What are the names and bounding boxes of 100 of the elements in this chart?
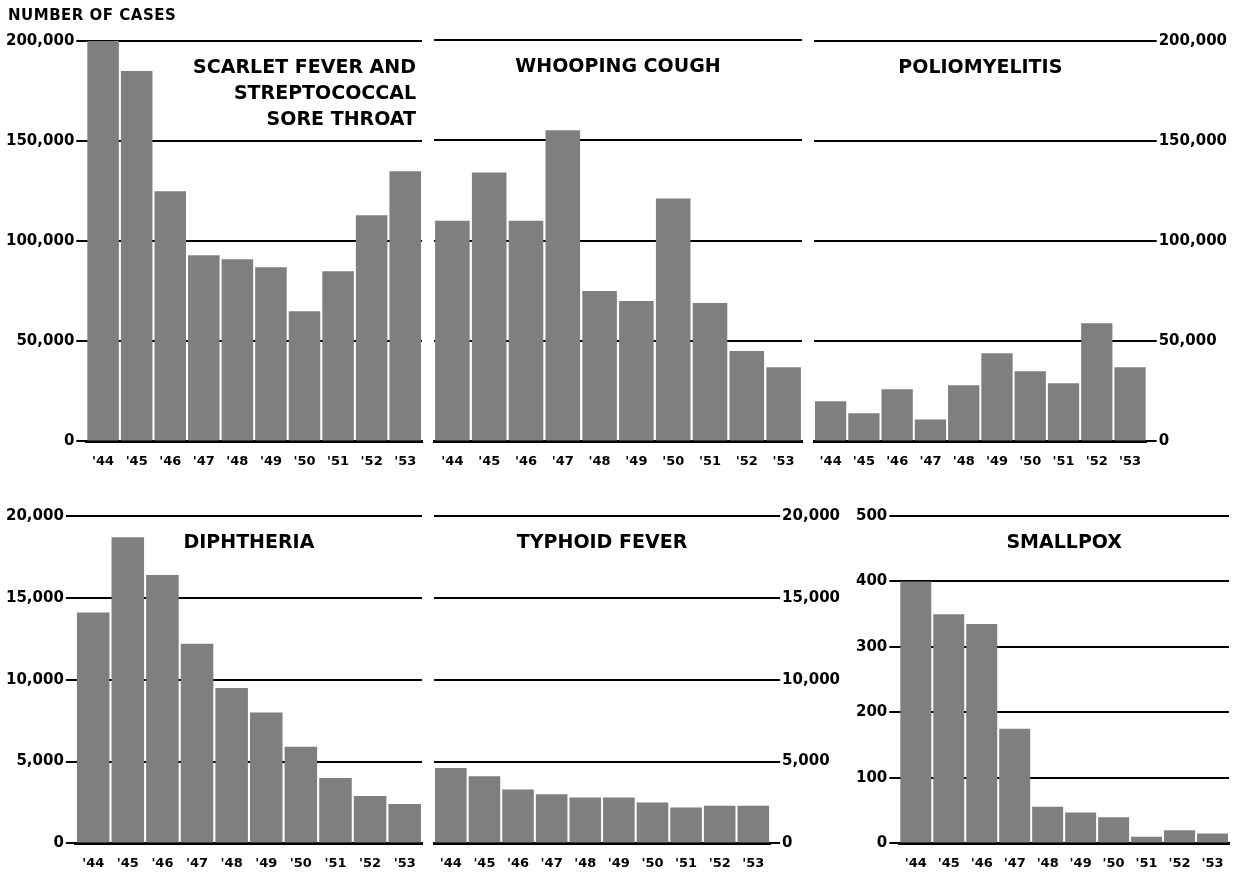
bar [389,171,421,441]
bar [111,537,145,843]
x-tick-label: '45 [937,854,960,870]
bar [766,367,801,441]
bar [582,290,617,441]
x-tick-label: '48 [1036,854,1059,870]
bar [1098,817,1130,843]
x-tick-label: '48 [220,854,243,870]
bar [435,768,467,843]
x-tick-label: '44 [439,854,462,870]
x-tick-label: '44 [819,452,842,468]
bar [966,624,998,843]
y2-tick-label: 10,000 [782,669,841,688]
bar [508,220,544,441]
y2-tick-label: 0 [1158,431,1170,450]
x-tick-label: '49 [607,854,630,870]
x-tick-label: '51 [675,854,698,870]
bar [180,643,214,843]
x-tick-label: '47 [540,854,563,870]
bar [1014,371,1046,441]
x-tick-label: '51 [1135,854,1158,870]
x-tick-label: '47 [185,854,209,870]
bar [900,581,932,843]
x-tick-label: '53 [1201,854,1224,870]
x-tick-label: '46 [886,452,909,468]
x-tick-label: '50 [289,854,312,870]
y-tick-label: 50,000 [16,331,75,350]
y2-tick-label: 20,000 [782,505,841,524]
y-tick-label: 150,000 [5,130,75,149]
bar [535,794,568,843]
bar [353,795,387,843]
bar [502,789,534,843]
bar [255,267,287,441]
x-tick-label: '50 [293,452,316,468]
x-tick-label: '53 [393,854,416,870]
x-tick-label: '50 [641,854,664,870]
bar [603,797,635,843]
y-tick-label: 15,000 [5,587,64,606]
bar [146,574,179,843]
x-tick-label: '49 [259,452,282,468]
bar [948,385,980,441]
x-tick-label: '51 [324,854,347,870]
x-tick-label: '52 [735,452,758,468]
text: TYPHOID FEVER [516,530,688,552]
bar [435,220,470,441]
bar [703,805,736,843]
bar [692,302,728,441]
x-tick-label: '50 [1019,452,1042,468]
bar [914,419,947,441]
bar [848,413,880,441]
x-tick-label: '52 [1168,854,1191,870]
x-tick-label: '45 [116,854,139,870]
x-tick-label: '47 [1003,854,1026,870]
bar [881,389,913,441]
x-tick-label: '45 [125,452,148,468]
x-tick-label: '46 [970,854,993,870]
bar [388,804,421,843]
y2-tick-label: 5,000 [782,751,830,770]
x-tick-label: '50 [662,452,685,468]
y-tick-label: 20,000 [5,505,64,524]
bar [471,172,507,441]
y2-tick-label: 200,000 [1158,30,1228,49]
text: POLIOMYELITIS [898,55,1063,77]
bar [729,351,765,441]
x-tick-label: '52 [1085,452,1108,468]
x-tick-label: '44 [92,452,115,468]
y-tick-label: 0 [876,833,888,852]
x-tick-label: '47 [919,452,942,468]
y-tick-label: 200 [856,702,888,721]
bar [1065,812,1097,843]
x-tick-label: '44 [82,854,105,870]
bar [215,687,248,843]
bar [154,191,187,441]
x-tick-label: '46 [159,452,182,468]
x-tick-label: '48 [952,452,975,468]
y-tick-label: 300 [856,636,888,655]
bar [221,259,254,441]
bar [670,807,702,843]
x-tick-label: '46 [514,452,538,468]
bar [319,777,352,843]
y-tick-label: 5,000 [16,751,64,770]
bar [188,255,220,441]
x-tick-label: '44 [441,452,464,468]
y-tick-label: 500 [856,505,888,524]
bar [1081,323,1113,441]
x-tick-label: '45 [473,854,496,870]
bar [1164,830,1196,843]
bar [1197,833,1229,843]
x-tick-label: '53 [394,452,417,468]
x-tick-label: '48 [226,452,249,468]
y-tick-label: 100,000 [5,231,75,250]
x-tick-label: '51 [327,452,350,468]
x-tick-label: '52 [360,452,383,468]
bar [76,612,110,843]
bar [655,198,691,441]
bar [815,401,847,441]
x-tick-label: '45 [852,452,875,468]
x-tick-label: '49 [255,854,278,870]
x-tick-label: '53 [1119,452,1142,468]
bar [249,712,283,843]
